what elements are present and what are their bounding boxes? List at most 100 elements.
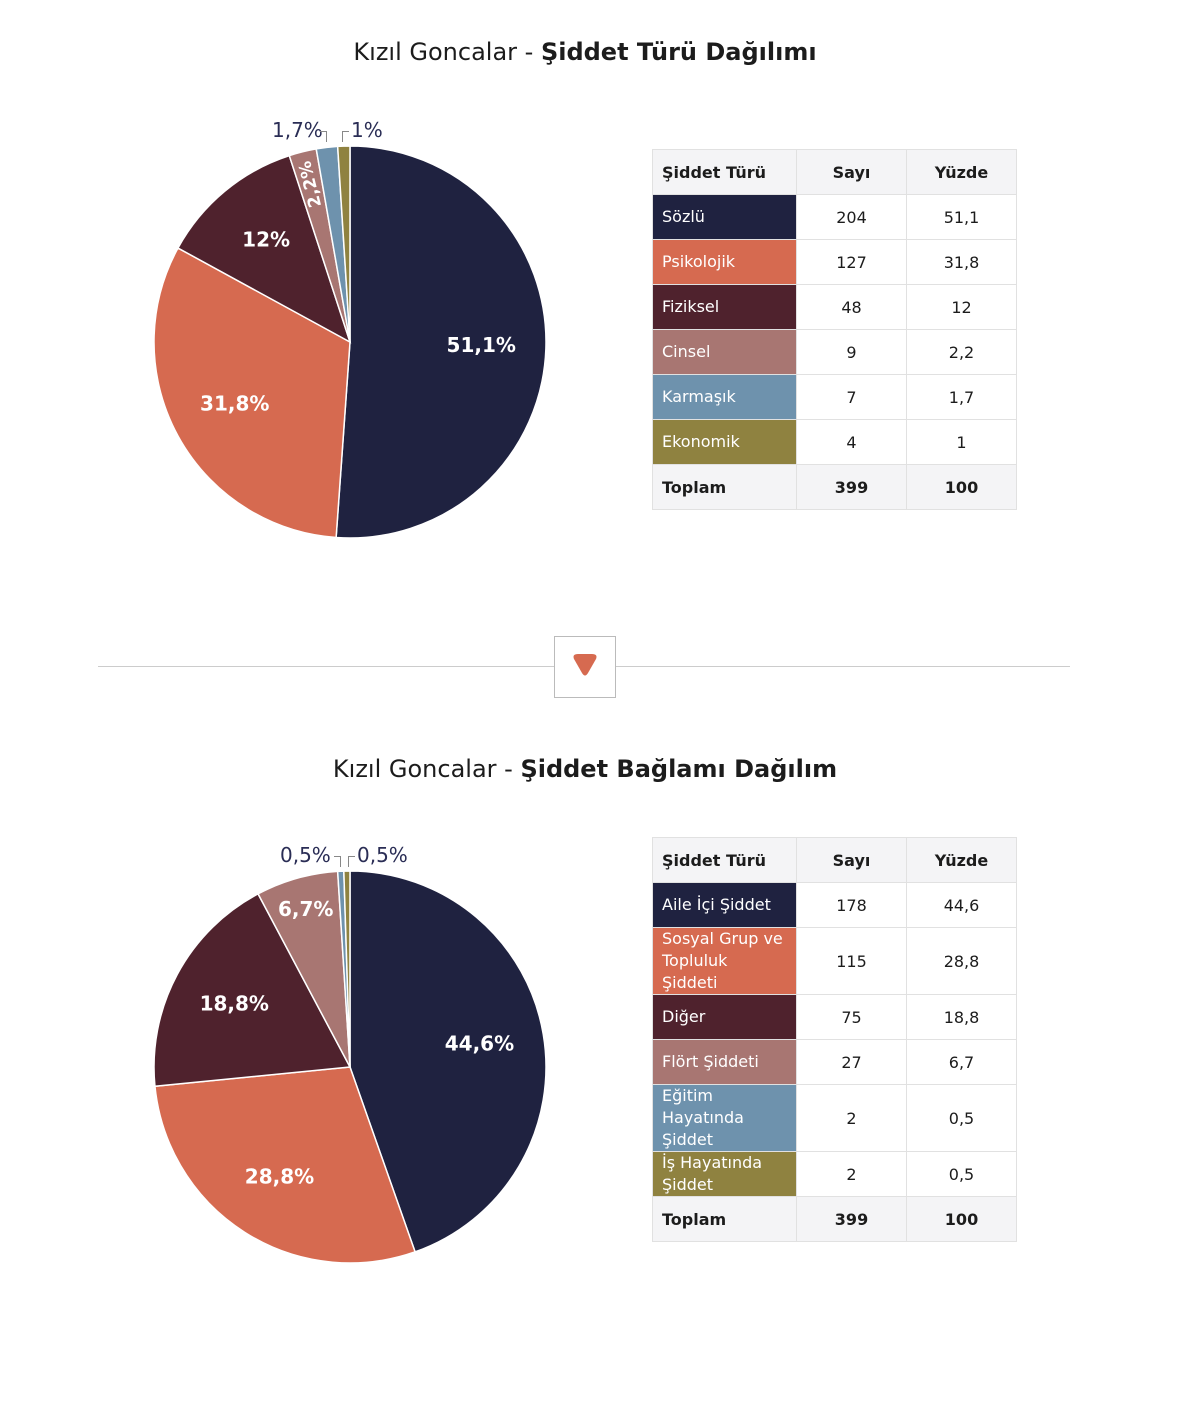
table-row: Sözlü 204 51,1 [652,194,1017,240]
pie-slice [176,154,352,344]
table-row: Cinsel 9 2,2 [652,329,1017,375]
count-cell: 75 [796,994,907,1040]
count-cell: 48 [796,284,907,330]
table-row: Diğer 75 18,8 [652,994,1017,1040]
table-row: Eğitim Hayatında Şiddet 2 0,5 [652,1084,1017,1152]
table-row: Psikolojik 127 31,8 [652,239,1017,285]
category-cell: Aile İçi Şiddet [652,882,797,928]
percent-cell: 28,8 [906,927,1017,995]
table-row: İş Hayatında Şiddet 2 0,5 [652,1151,1017,1197]
count-cell: 9 [796,329,907,375]
count-cell: 115 [796,927,907,995]
percent-cell: 1 [906,419,1017,465]
category-cell: Ekonomik [652,419,797,465]
total-label: Toplam [652,464,797,510]
total-count: 399 [796,464,907,510]
total-label: Toplam [652,1196,797,1242]
column-header: Sayı [796,837,907,883]
column-header: Yüzde [906,837,1017,883]
count-cell: 127 [796,239,907,285]
column-header: Şiddet Türü [652,149,797,195]
count-cell: 204 [796,194,907,240]
percent-cell: 12 [906,284,1017,330]
pie-label-outside: 1% [351,118,383,142]
category-cell: Psikolojik [652,239,797,285]
total-percent: 100 [906,464,1017,510]
total-percent: 100 [906,1196,1017,1242]
percent-cell: 0,5 [906,1084,1017,1152]
category-cell: Diğer [652,994,797,1040]
count-cell: 27 [796,1039,907,1085]
data-table-violence-context: Şiddet Türü Sayı Yüzde Aile İçi Şiddet 178… [652,837,1017,1242]
category-cell: Sözlü [652,194,797,240]
pie-slice [153,892,352,1088]
category-cell: Cinsel [652,329,797,375]
table-header-row: Şiddet Türü Sayı Yüzde [652,837,1017,883]
pie-label-outside: 1,7% [272,118,323,142]
column-header: Yüzde [906,149,1017,195]
category-cell: İş Hayatında Şiddet [652,1151,797,1197]
title-prefix: Kızıl Goncalar - [332,755,521,783]
column-header: Şiddet Türü [652,837,797,883]
table-row: Ekonomik 4 1 [652,419,1017,465]
count-cell: 2 [796,1084,907,1152]
table-row: Sosyal Grup ve Topluluk Şiddeti 115 28,8 [652,927,1017,995]
category-cell: Sosyal Grup ve Topluluk Şiddeti [652,927,797,995]
title-bold: Şiddet Bağlamı Dağılım [520,755,838,783]
count-cell: 2 [796,1151,907,1197]
pie-slice [153,247,351,539]
column-header: Sayı [796,149,907,195]
percent-cell: 1,7 [906,374,1017,420]
pie-slice-label: 6,7% [278,897,333,921]
percent-cell: 31,8 [906,239,1017,285]
category-cell: Karmaşık [652,374,797,420]
count-cell: 4 [796,419,907,465]
pie-label-outside: 0,5% [280,843,331,867]
pie-slice-label: 44,6% [445,1031,514,1055]
total-row: Toplam 399 100 [652,464,1017,510]
percent-cell: 0,5 [906,1151,1017,1197]
table-header-row: Şiddet Türü Sayı Yüzde [652,149,1017,195]
category-cell: Eğitim Hayatında Şiddet [652,1084,797,1152]
title-prefix: Kızıl Goncalar - [353,38,541,66]
category-cell: Flört Şiddeti [652,1039,797,1085]
data-table-violence-type: Şiddet Türü Sayı Yüzde Sözlü 204 51,1 Psik… [652,149,1017,510]
chart-title-2: Kızıl Goncalar - Şiddet Bağlamı Dağılım [0,755,1170,783]
table-row: Fiziksel 48 12 [652,284,1017,330]
count-cell: 178 [796,882,907,928]
pie-slice [336,145,351,343]
pie-slice [335,145,547,539]
leader-line [348,856,355,867]
pie-chart-violence-type: 51,1%31,8%12%2,2% [153,145,547,539]
leader-line [334,856,341,867]
total-row: Toplam 399 100 [652,1196,1017,1242]
pie-slice-label: 51,1% [447,333,516,357]
leader-line [320,131,327,142]
pie-label-outside: 0,5% [357,843,408,867]
title-bold: Şiddet Türü Dağılımı [540,38,817,66]
triangle-down-icon [573,654,597,676]
leader-line [342,131,349,142]
table-row: Aile İçi Şiddet 178 44,6 [652,882,1017,928]
percent-cell: 6,7 [906,1039,1017,1085]
percent-cell: 44,6 [906,882,1017,928]
pie-slice [343,870,351,1068]
pie-slice-label: 12% [242,227,290,251]
count-cell: 7 [796,374,907,420]
table-row: Karmaşık 7 1,7 [652,374,1017,420]
category-cell: Fiziksel [652,284,797,330]
percent-cell: 2,2 [906,329,1017,375]
pie-slice [349,870,547,1253]
pie-slice [154,1066,417,1264]
percent-cell: 18,8 [906,994,1017,1040]
total-count: 399 [796,1196,907,1242]
pie-slice-label: 28,8% [245,1164,314,1188]
percent-cell: 51,1 [906,194,1017,240]
chart-title-1: Kızıl Goncalar - Şiddet Türü Dağılımı [0,38,1170,66]
divider-badge [554,636,616,698]
table-row: Flört Şiddeti 27 6,7 [652,1039,1017,1085]
pie-slice-label: 31,8% [200,391,269,415]
pie-chart-violence-context: 44,6% 28,8% 18,8% 6,7% [153,870,547,1264]
pie-slice-label: 18,8% [200,991,269,1015]
